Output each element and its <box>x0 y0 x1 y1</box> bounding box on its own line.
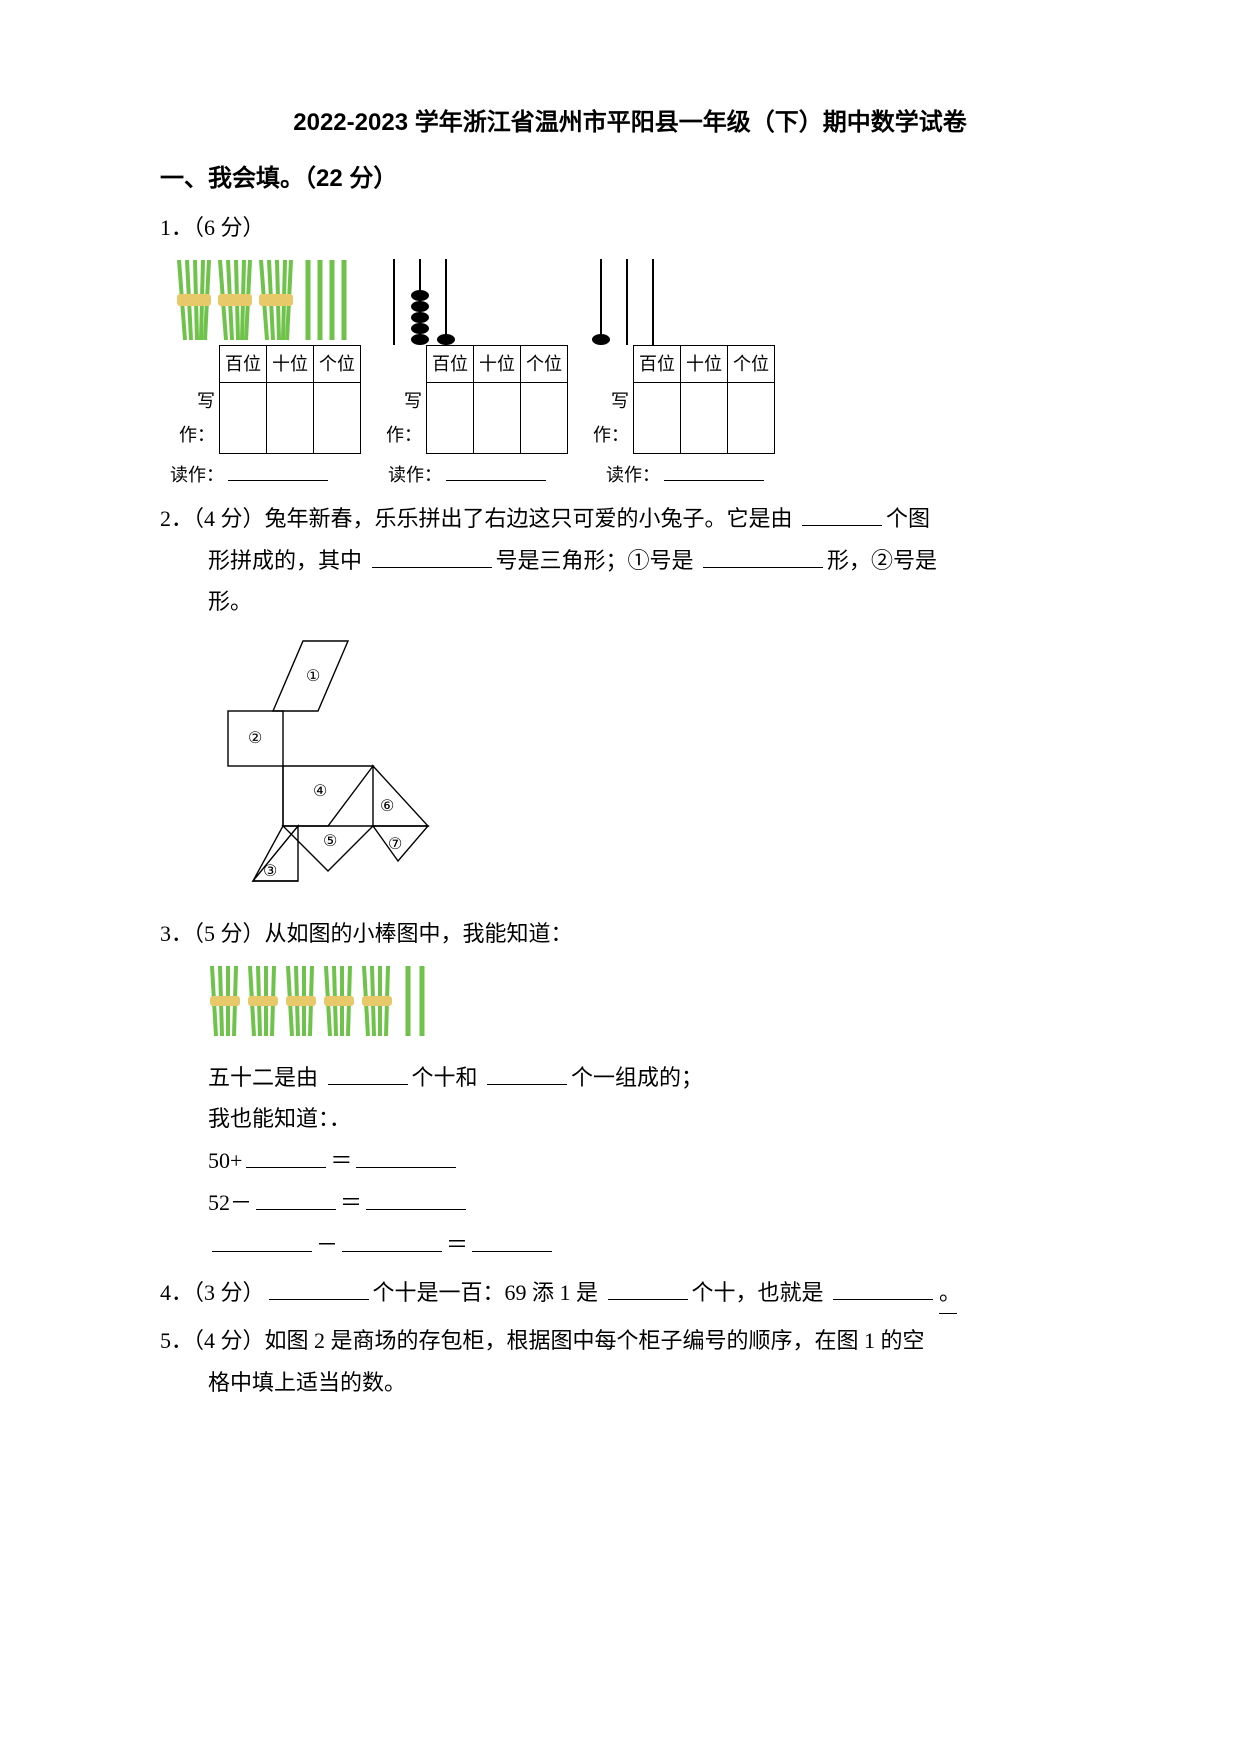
blank <box>356 1149 456 1168</box>
rod-ones <box>445 259 447 345</box>
q2-text-b: 个图 <box>886 506 930 531</box>
q2-text-f: 形。 <box>208 589 252 614</box>
blank <box>366 1191 466 1210</box>
blank <box>372 549 492 568</box>
q5-line2: 格中填上适当的数。 <box>160 1362 1100 1404</box>
q1-fig-b: 百位十位个位 写作： <box>377 255 568 454</box>
question-3: 3．（5 分）从如图的小棒图中，我能知道： <box>160 913 1100 955</box>
q5-number: 5．（4 分） <box>160 1328 265 1353</box>
q2-text-e: 形，②号是 <box>827 548 937 573</box>
rod-tens-c <box>626 259 628 345</box>
blank <box>833 1281 933 1300</box>
rabbit-label-4: ④ <box>313 783 327 800</box>
blank <box>228 462 328 481</box>
q3-number: 3．（5 分） <box>160 921 265 946</box>
rabbit-svg: ① ② ③ ④ ⑤ ⑥ ⑦ <box>208 631 468 891</box>
bundles-icon <box>170 255 360 345</box>
abacus-c <box>584 255 750 345</box>
q2-text-a: 兔年新春，乐乐拼出了右边这只可爱的小兔子。它是由 <box>265 506 799 531</box>
q3-eq1: 50+ ＝ <box>160 1140 1100 1182</box>
q3-lead: 从如图的小棒图中，我能知道： <box>265 921 573 946</box>
q3-eq3: －＝ <box>160 1224 1100 1266</box>
blank <box>703 549 823 568</box>
q3-line2: 我也能知道：． <box>160 1098 1100 1140</box>
place-table-b: 百位十位个位 写作： <box>377 345 568 454</box>
section-heading-1: 一、我会填。（22 分） <box>160 156 1100 202</box>
read-label-b: 读作： <box>388 465 442 485</box>
q3-l1a: 五十二是由 <box>208 1065 324 1090</box>
rabbit-label-3: ③ <box>263 863 277 880</box>
eq3eq: ＝ <box>446 1232 468 1257</box>
q4-text-a: 个十是一百：69 添 1 是 <box>373 1280 604 1305</box>
rabbit-label-5: ⑤ <box>323 833 337 850</box>
eq2a: 52－ <box>208 1190 252 1215</box>
blank <box>212 1233 312 1252</box>
blank <box>608 1281 688 1300</box>
blank <box>802 507 882 526</box>
page-title: 2022-2023 学年浙江省温州市平阳县一年级（下）期中数学试卷 <box>160 100 1100 146</box>
q1-figures-row: 百位十位个位 写作： 百位十位个位 写作： <box>170 255 1100 454</box>
q2-line3: 形。 <box>160 581 1100 623</box>
blank <box>246 1149 326 1168</box>
blank <box>472 1233 552 1252</box>
q3-eq2: 52－ ＝ <box>160 1182 1100 1224</box>
blank <box>328 1066 408 1085</box>
q1-number: 1．（6 分） <box>160 215 265 240</box>
place-table-c: 百位十位个位 写作： <box>584 345 775 454</box>
rabbit-label-7: ⑦ <box>388 836 402 853</box>
rabbit-label-1: ① <box>306 668 320 685</box>
question-4: 4．（3 分） 个十是一百：69 添 1 是 个十，也就是 。 <box>160 1272 1100 1315</box>
blank <box>269 1281 369 1300</box>
question-5: 5．（4 分）如图 2 是商场的存包柜，根据图中每个柜子编号的顺序，在图 1 的… <box>160 1320 1100 1362</box>
rabbit-label-2: ② <box>248 730 262 747</box>
q5-text: 如图 2 是商场的存包柜，根据图中每个柜子编号的顺序，在图 1 的空 <box>265 1328 925 1353</box>
blank <box>446 462 546 481</box>
q3-l1c: 个一组成的； <box>571 1065 703 1090</box>
blank <box>256 1191 336 1210</box>
q1-fig-c: 百位十位个位 写作： <box>584 255 775 454</box>
question-2: 2．（4 分）兔年新春，乐乐拼出了右边这只可爱的小兔子。它是由 个图 <box>160 498 1100 540</box>
question-1: 1．（6 分） <box>160 207 1100 249</box>
q2-text-c: 形拼成的，其中 <box>208 548 368 573</box>
rod-tens <box>419 259 421 345</box>
q2-text-d: 号是三角形；①号是 <box>496 548 700 573</box>
eq1a: 50+ <box>208 1148 242 1173</box>
q1-bundles-a <box>170 255 360 345</box>
q2-number: 2．（4 分） <box>160 506 265 531</box>
q4-period: 。 <box>939 1272 957 1315</box>
q1-fig-a: 百位十位个位 写作： <box>170 255 361 454</box>
rod-ones-c <box>652 259 654 345</box>
q4-text-b: 个十，也就是 <box>692 1280 830 1305</box>
eq2b: ＝ <box>340 1190 362 1215</box>
abacus-b <box>377 255 543 345</box>
rabbit-figure: ① ② ③ ④ ⑤ ⑥ ⑦ <box>160 631 1100 905</box>
q3-l1b: 个十和 <box>412 1065 484 1090</box>
q4-number: 4．（3 分） <box>160 1280 265 1305</box>
eq3mid: － <box>316 1232 338 1257</box>
rabbit-label-6: ⑥ <box>380 798 394 815</box>
read-label-a: 读作： <box>170 465 224 485</box>
place-table-a: 百位十位个位 写作： <box>170 345 361 454</box>
eq1b: ＝ <box>330 1148 352 1173</box>
rod-hundreds <box>393 259 395 345</box>
blank <box>487 1066 567 1085</box>
q3-sticks <box>160 961 1100 1055</box>
blank <box>342 1233 442 1252</box>
q1-read-row: 读作： 读作： 读作： <box>170 458 1100 492</box>
q2-line2: 形拼成的，其中 号是三角形；①号是 形，②号是 <box>160 540 1100 582</box>
blank <box>664 462 764 481</box>
q3-line1: 五十二是由 个十和 个一组成的； <box>160 1057 1100 1099</box>
read-label-c: 读作： <box>606 465 660 485</box>
sticks-icon <box>208 961 468 1041</box>
rod-hundreds-c <box>600 259 602 345</box>
